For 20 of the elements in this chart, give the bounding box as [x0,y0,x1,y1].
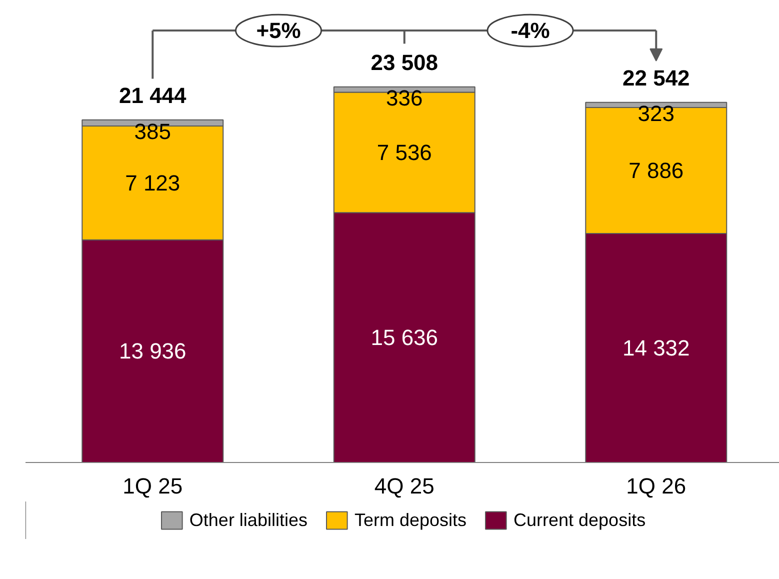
data-label: 7 123 [125,170,180,196]
data-label: 13 936 [118,338,186,364]
data-label: 385 [134,118,171,144]
x-tick-label: 1Q 26 [626,474,686,498]
total-label: 23 508 [370,50,438,75]
text: -4% [510,18,550,44]
data-label: 14 332 [622,336,690,360]
data-label: 7 886 [628,158,684,184]
data-label: 336 [386,86,423,111]
total-label: 21 444 [118,82,188,108]
legend-label: Other liabilities [189,510,308,530]
text: +5% [256,18,301,44]
x-tick-label: 1Q 25 [122,474,183,498]
legend-label: Term deposits [354,510,467,530]
total-label: 22 542 [622,65,690,90]
x-tick-label: 4Q 25 [374,474,434,498]
data-label: 323 [638,100,675,126]
data-label: 7 536 [376,140,432,165]
legend-label: Current deposits [514,510,646,530]
data-label: 15 636 [370,325,438,350]
